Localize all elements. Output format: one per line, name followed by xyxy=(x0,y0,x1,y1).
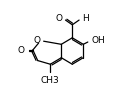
Text: CH3: CH3 xyxy=(41,76,60,85)
Text: O: O xyxy=(34,36,41,45)
Text: O: O xyxy=(55,14,62,23)
Text: O: O xyxy=(18,45,25,55)
Text: H: H xyxy=(82,14,89,23)
Text: OH: OH xyxy=(91,36,105,45)
